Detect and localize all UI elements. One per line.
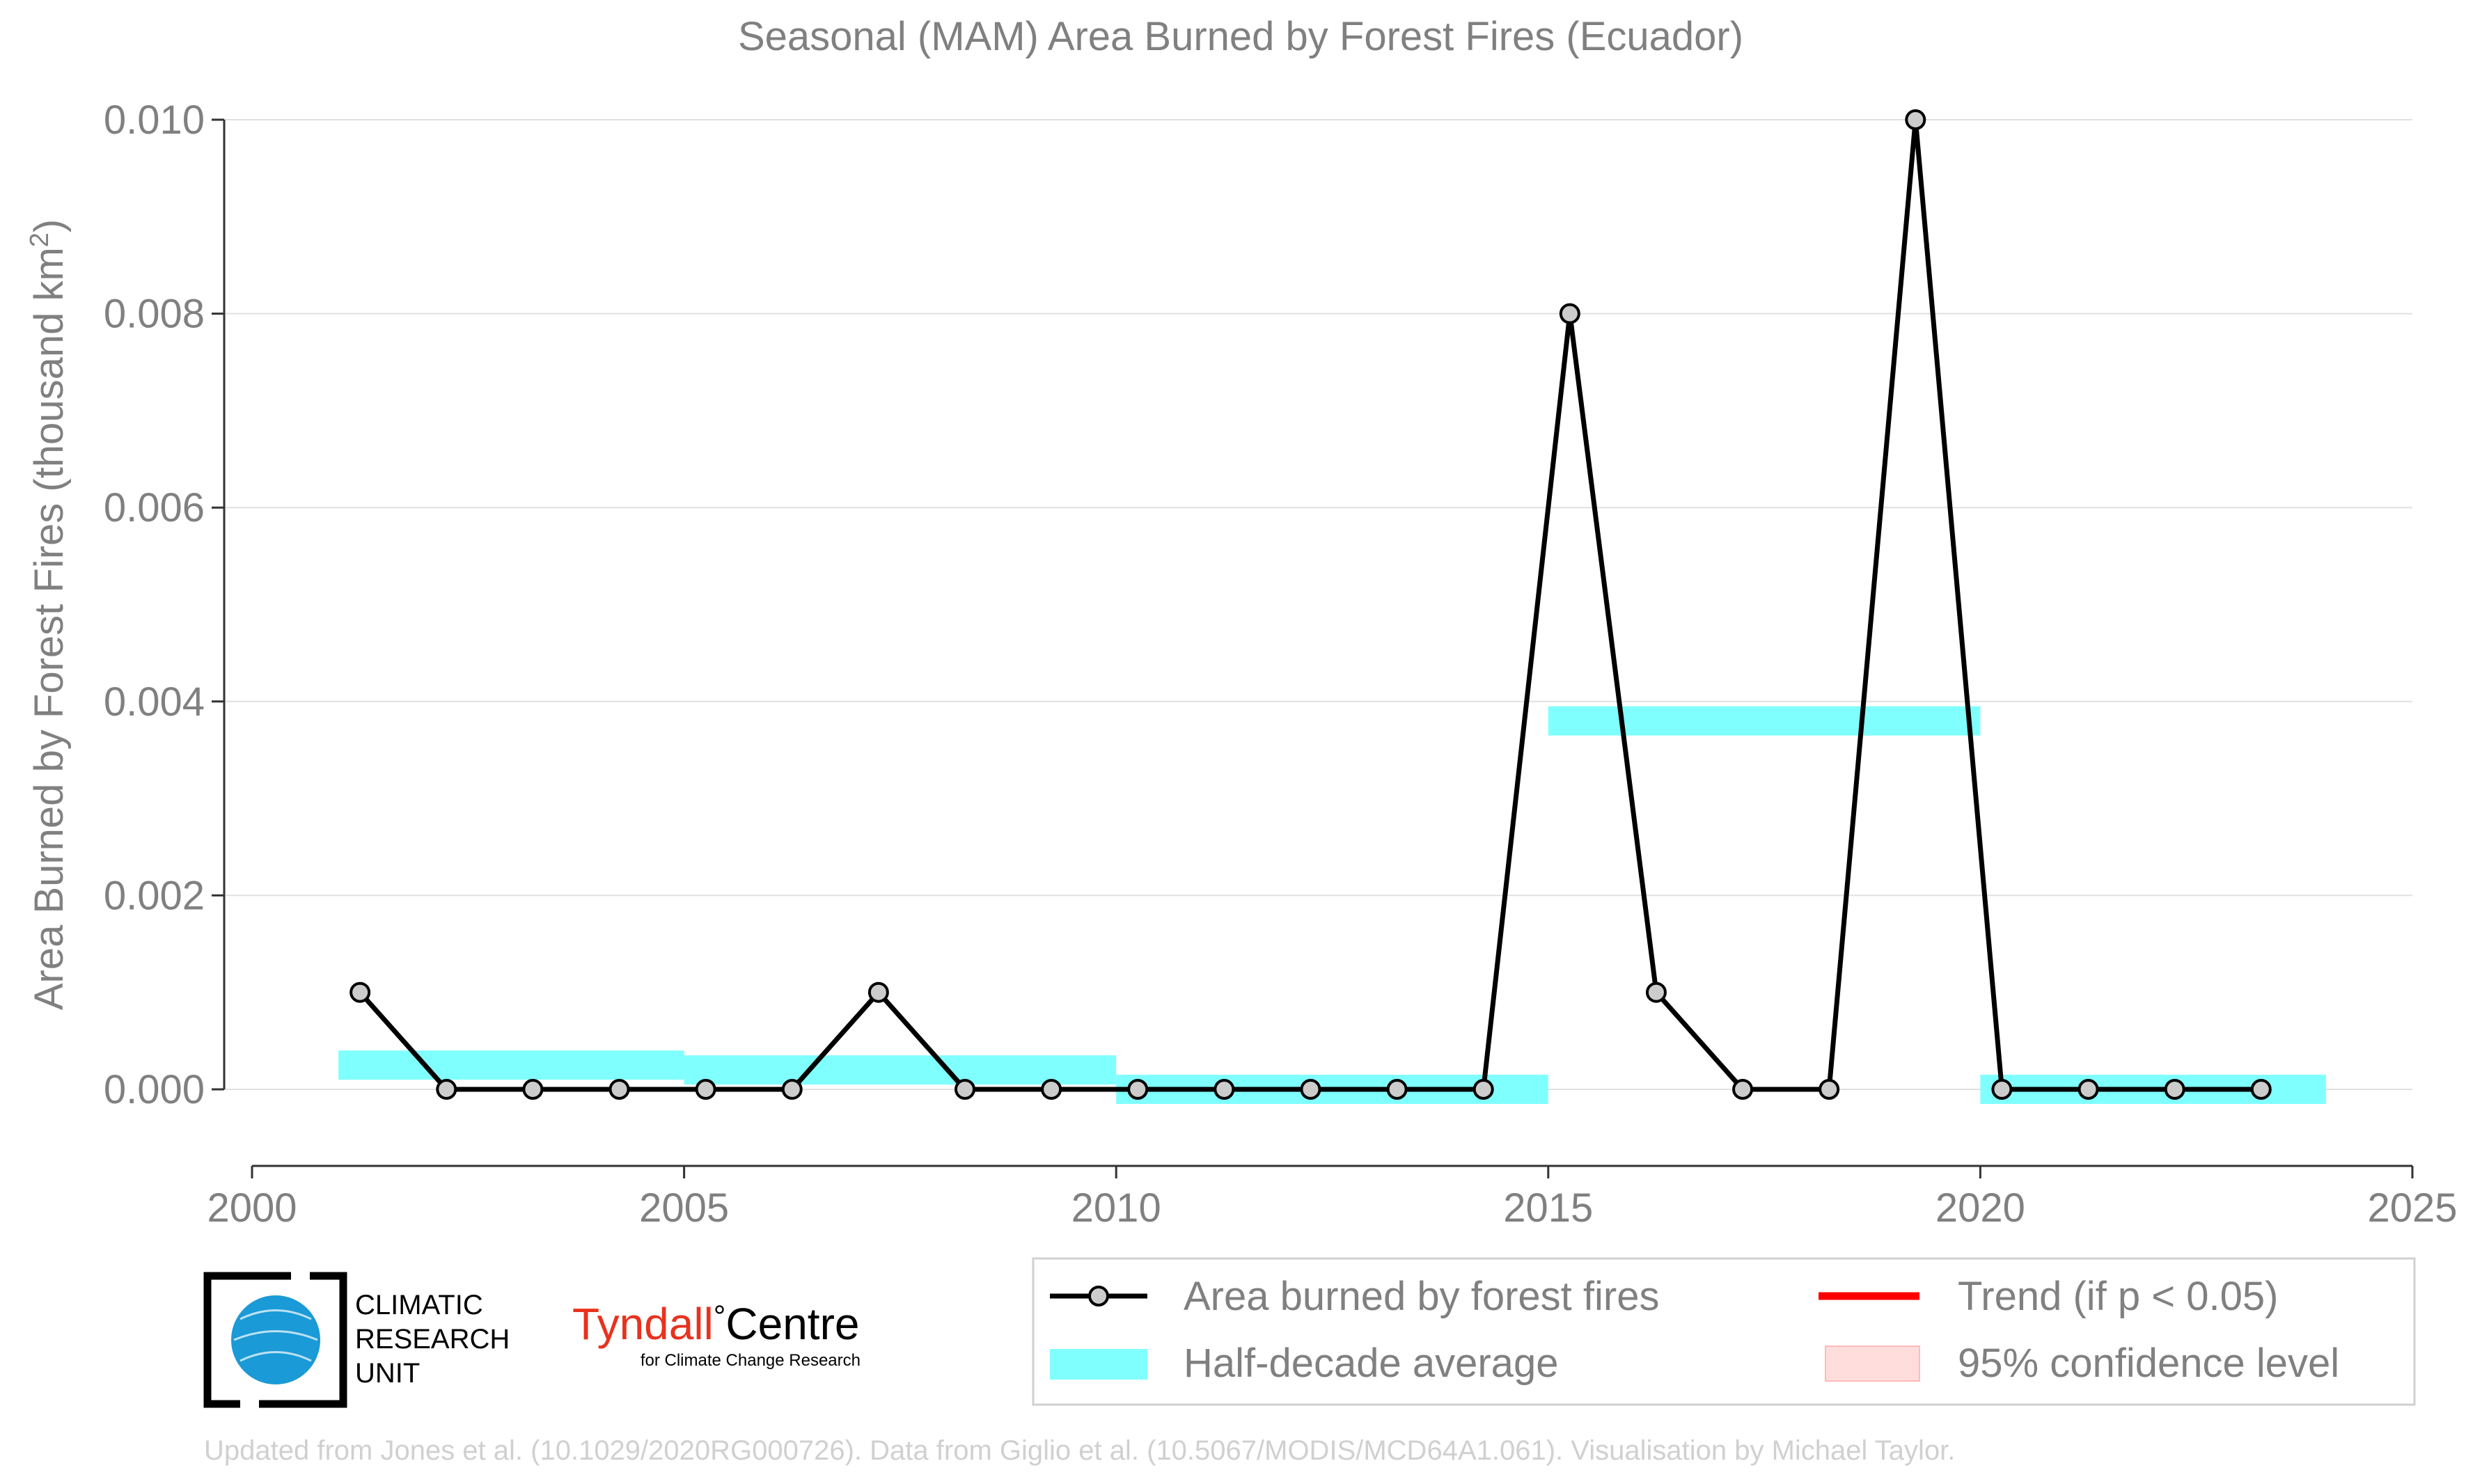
data-point xyxy=(1732,1079,1754,1100)
y-tick-label: 0.008 xyxy=(104,292,205,337)
cru-logo: CLIMATIC RESEARCH UNIT xyxy=(203,1272,510,1408)
data-point xyxy=(2078,1079,2099,1100)
x-tick-label: 2015 xyxy=(1503,1185,1593,1231)
cru-logo-line-3: UNIT xyxy=(355,1358,420,1389)
y-tick-label: 0.002 xyxy=(104,873,205,918)
data-point xyxy=(1991,1079,2013,1100)
data-point xyxy=(954,1079,975,1100)
footer-credit: Updated from Jones et al. (10.1029/2020R… xyxy=(204,1435,1955,1466)
x-tick-label: 2005 xyxy=(639,1185,729,1231)
cru-logo-line-1: CLIMATIC xyxy=(355,1290,483,1320)
globe-stripes xyxy=(233,1309,318,1362)
data-point xyxy=(1386,1079,1408,1100)
data-point xyxy=(1645,981,1667,1003)
y-tick-label: 0.010 xyxy=(104,97,205,143)
data-point xyxy=(436,1079,457,1100)
data-point xyxy=(1559,303,1580,324)
half-decade-band xyxy=(1548,706,1981,736)
axes: 0.000 0.002 0.004 0.006 0.008 0.010 2000 2005 20… xyxy=(104,97,2458,1231)
data-point xyxy=(695,1079,716,1100)
y-axis-label-superscript: 2 xyxy=(25,232,54,247)
legend: Area burned by forest fires Trend (if p … xyxy=(1032,1257,2416,1406)
y-axis-label: Area Burned by Forest Fires (thousand km… xyxy=(25,219,72,1011)
cru-logo-line-2: RESEARCH xyxy=(355,1324,510,1355)
x-tick-label: 2020 xyxy=(1935,1185,2025,1231)
y-tick-label: 0.004 xyxy=(104,679,205,725)
data-point xyxy=(1472,1079,1494,1100)
svg-text:Tyndall°Centre: Tyndall°Centre xyxy=(572,1299,859,1349)
data-point xyxy=(349,981,371,1003)
data-point xyxy=(2250,1079,2272,1100)
data-point xyxy=(781,1079,803,1100)
data-point xyxy=(867,981,889,1003)
legend-frame xyxy=(1032,1257,2416,1406)
half-decade-band xyxy=(338,1050,684,1080)
data-point xyxy=(2164,1079,2185,1100)
half-decade-average-bands xyxy=(338,706,2326,1104)
legend-label-confidence: 95% confidence level xyxy=(1958,1341,2339,1386)
data-point xyxy=(1127,1079,1149,1100)
data-point xyxy=(1300,1079,1321,1100)
half-decade-band xyxy=(684,1055,1117,1085)
y-tick-label: 0.006 xyxy=(104,485,205,530)
data-point xyxy=(1213,1079,1235,1100)
legend-swatch-confidence xyxy=(1825,1345,1920,1382)
x-tick-label: 2000 xyxy=(207,1185,297,1231)
data-point xyxy=(522,1079,544,1100)
data-point xyxy=(1041,1079,1062,1100)
chart-title: Seasonal (MAM) Area Burned by Forest Fir… xyxy=(738,14,1743,59)
legend-marker-area-burned xyxy=(1088,1286,1109,1307)
tyndall-logo: Tyndall°Centre for Climate Change Resear… xyxy=(572,1299,861,1370)
x-tick-label: 2010 xyxy=(1071,1185,1161,1231)
series-area-burned xyxy=(349,109,2272,1100)
series-line xyxy=(358,117,2261,1092)
y-tick-label: 0.000 xyxy=(104,1067,205,1112)
legend-label-half-decade: Half-decade average xyxy=(1184,1341,1558,1386)
legend-label-area-burned: Area burned by forest fires xyxy=(1184,1274,1659,1319)
y-axis-label-text: Area Burned by Forest Fires (thousand km xyxy=(26,247,72,1010)
grid xyxy=(224,119,2412,1090)
globe-icon xyxy=(231,1295,320,1384)
tyndall-logo-name: Tyndall xyxy=(572,1299,714,1349)
tyndall-logo-degree: ° xyxy=(714,1300,726,1334)
cru-logo-frame xyxy=(203,1272,347,1408)
x-tick-label: 2025 xyxy=(2367,1185,2457,1231)
tyndall-logo-centre: Centre xyxy=(725,1299,859,1349)
legend-label-trend: Trend (if p < 0.05) xyxy=(1958,1274,2278,1319)
legend-swatch-half-decade xyxy=(1050,1349,1147,1380)
data-point xyxy=(1905,109,1926,130)
y-axis-label-close: ) xyxy=(26,219,72,232)
data-point xyxy=(1819,1079,1840,1100)
data-point xyxy=(608,1079,630,1100)
tyndall-logo-subtitle: for Climate Change Research xyxy=(641,1351,861,1370)
